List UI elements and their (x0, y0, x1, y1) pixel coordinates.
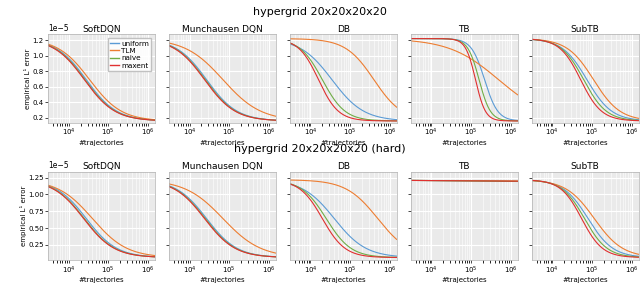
Title: Munchausen DQN: Munchausen DQN (182, 25, 263, 33)
Y-axis label: empirical L¹ error: empirical L¹ error (20, 186, 27, 246)
X-axis label: #trajectories: #trajectories (563, 277, 608, 283)
Title: SubTB: SubTB (571, 25, 600, 33)
X-axis label: #trajectories: #trajectories (79, 140, 124, 146)
Y-axis label: empirical L¹ error: empirical L¹ error (24, 48, 31, 109)
X-axis label: #trajectories: #trajectories (563, 140, 608, 146)
Text: 1e−5: 1e−5 (48, 23, 68, 33)
Text: hypergrid 20x20x20x20: hypergrid 20x20x20x20 (253, 7, 387, 17)
Title: TB: TB (458, 25, 470, 33)
X-axis label: #trajectories: #trajectories (321, 277, 366, 283)
Text: hypergrid 20x20x20x20 (hard): hypergrid 20x20x20x20 (hard) (234, 144, 406, 154)
Title: SoftDQN: SoftDQN (82, 25, 121, 33)
Title: Munchausen DQN: Munchausen DQN (182, 162, 263, 171)
Title: TB: TB (458, 162, 470, 171)
Legend: uniform, TLM, naive, maxent: uniform, TLM, naive, maxent (108, 38, 152, 71)
X-axis label: #trajectories: #trajectories (442, 140, 487, 146)
X-axis label: #trajectories: #trajectories (79, 277, 124, 283)
X-axis label: #trajectories: #trajectories (200, 140, 245, 146)
Title: DB: DB (337, 162, 350, 171)
X-axis label: #trajectories: #trajectories (200, 277, 245, 283)
Title: DB: DB (337, 25, 350, 33)
Text: 1e−5: 1e−5 (48, 161, 68, 170)
Title: SoftDQN: SoftDQN (82, 162, 121, 171)
Title: SubTB: SubTB (571, 162, 600, 171)
X-axis label: #trajectories: #trajectories (321, 140, 366, 146)
X-axis label: #trajectories: #trajectories (442, 277, 487, 283)
